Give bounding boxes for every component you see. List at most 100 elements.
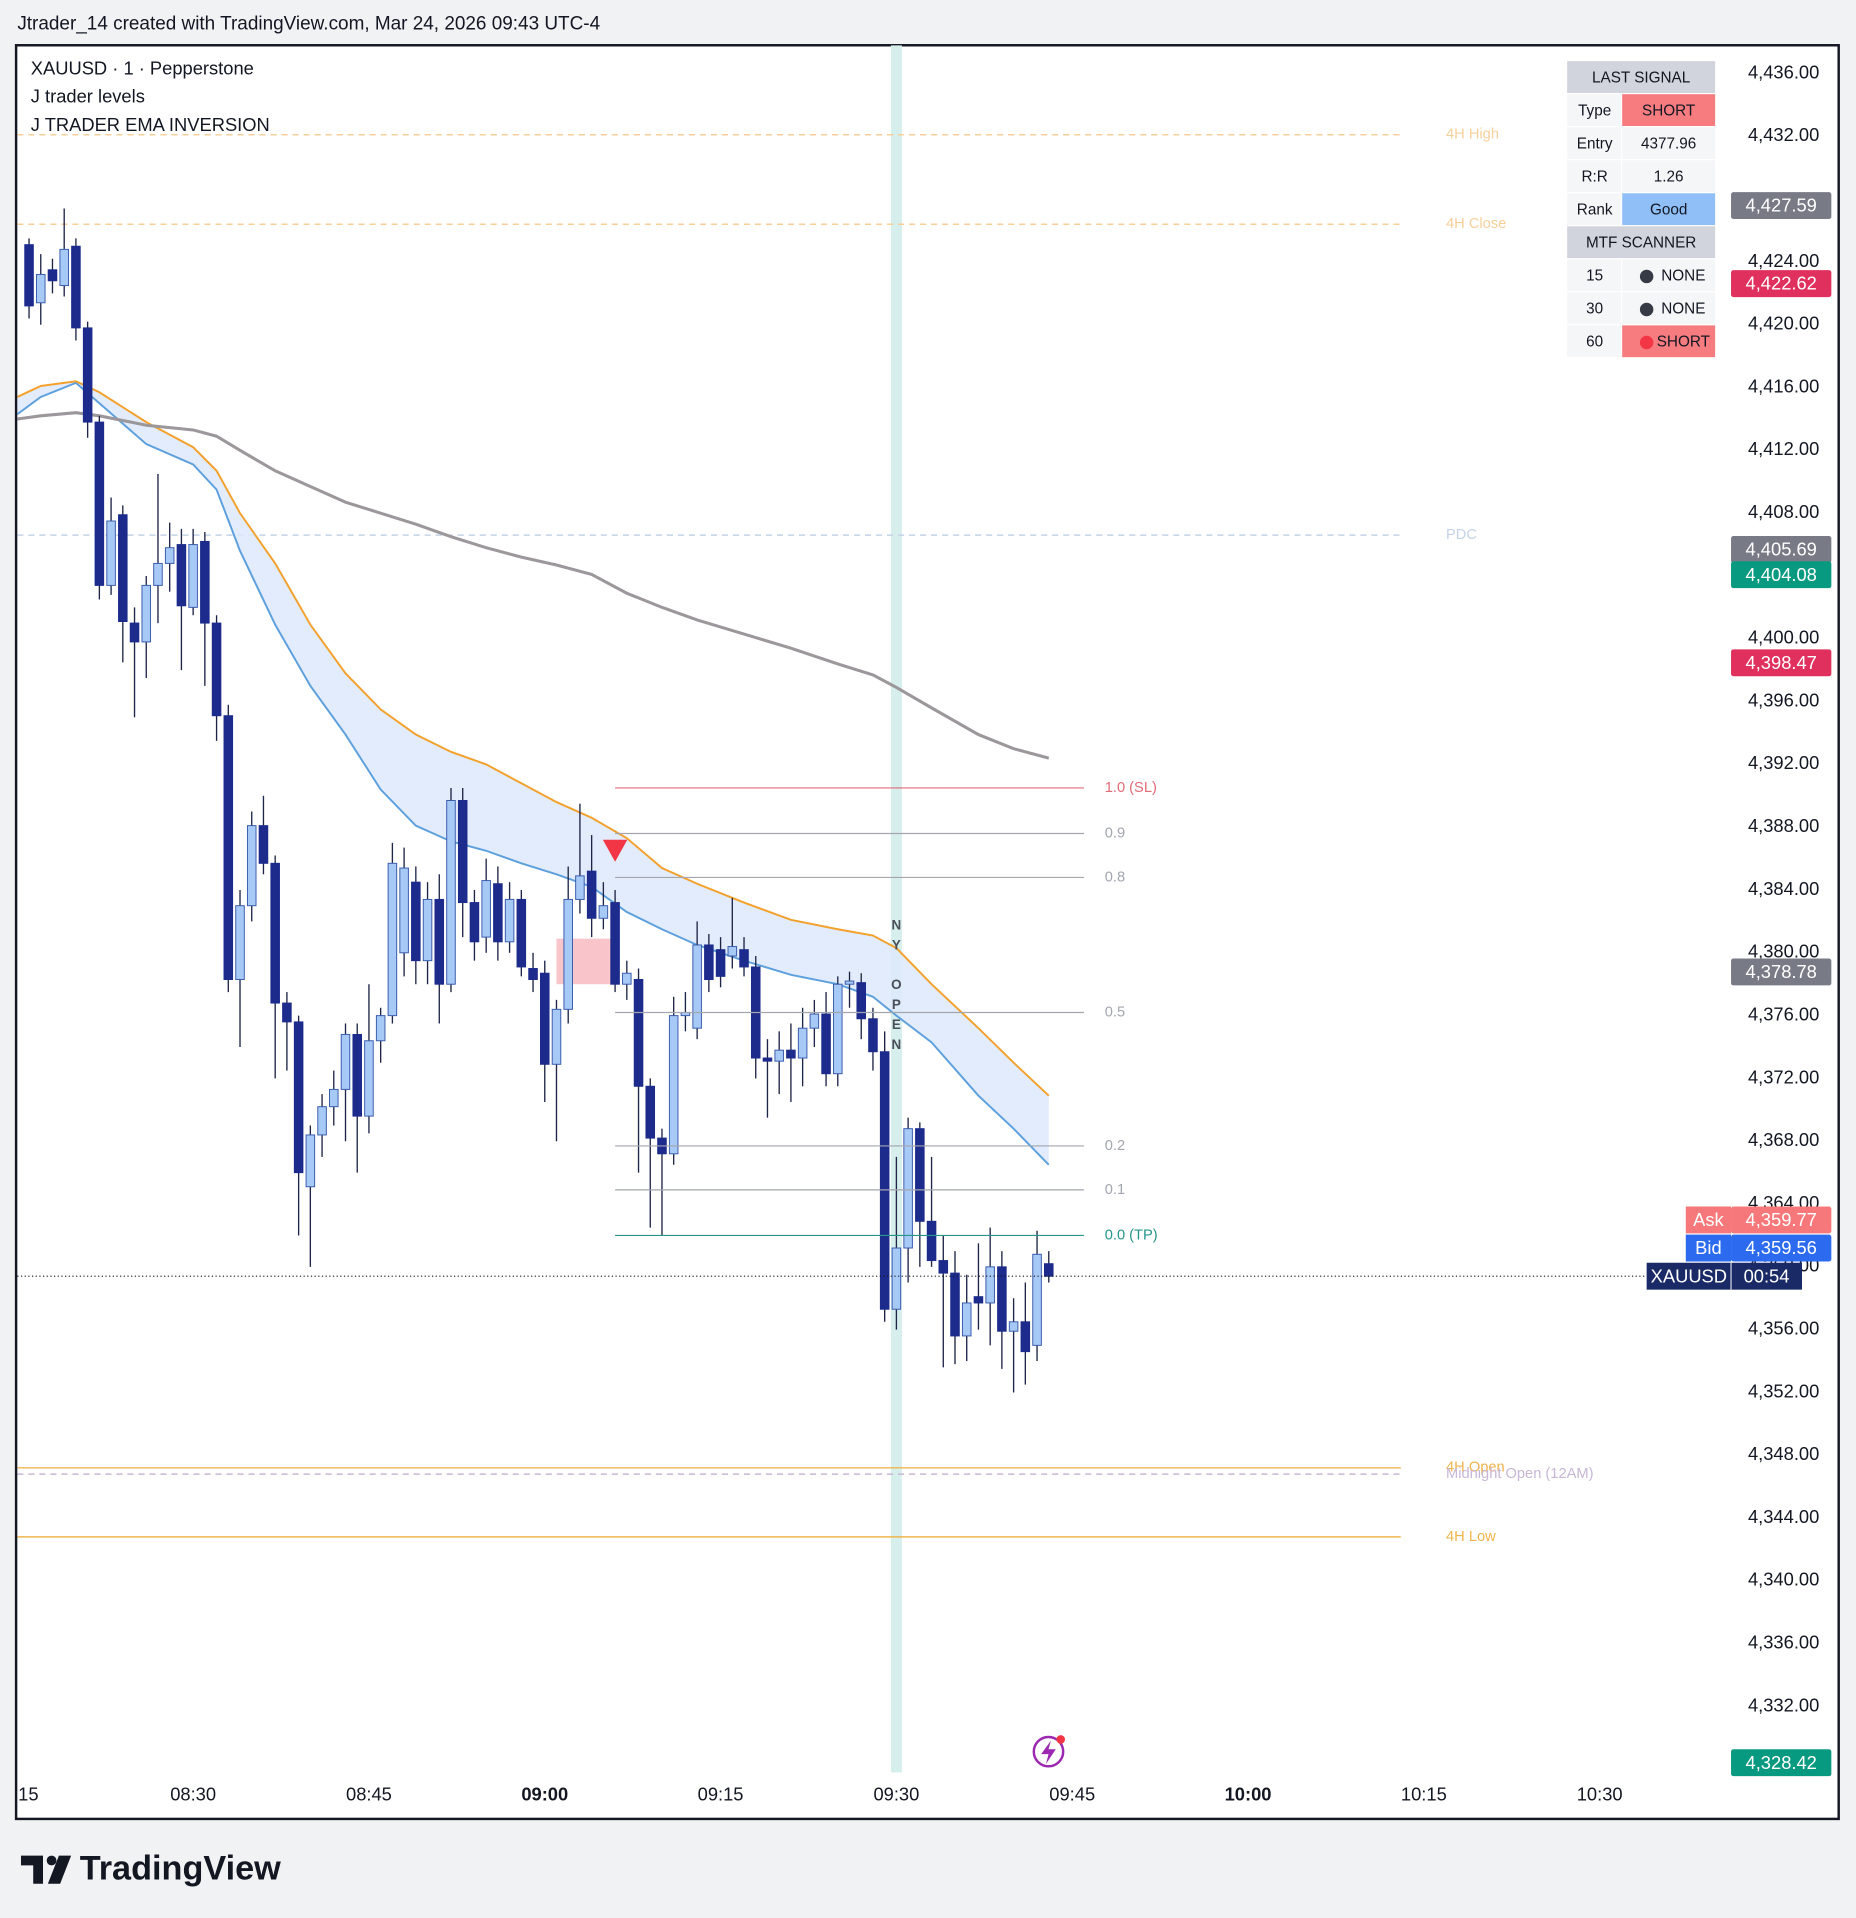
ema-line [17, 381, 1050, 1166]
table-cell [1567, 193, 1621, 226]
table-cell [1567, 61, 1716, 93]
y-tick-label: 4,340.00 [1748, 1569, 1819, 1590]
candle-body [762, 1057, 773, 1062]
candle-body [739, 949, 749, 968]
candle-body [985, 1266, 995, 1304]
countdown-time: 00:54 [1744, 1265, 1790, 1286]
price-label: 4,427.59 [1746, 195, 1817, 216]
y-tick-label: 4,380.00 [1748, 941, 1819, 962]
x-tick-label: 10:15 [1401, 1784, 1447, 1805]
candle-body [446, 800, 456, 985]
x-tick-label: 08:45 [346, 1784, 392, 1805]
legend-title: XAUUSD · 1 · Pepperstone [31, 58, 254, 79]
x-tick-label: 09:45 [1049, 1784, 1095, 1805]
legend-indicator: J TRADER EMA INVERSION [31, 114, 270, 135]
x-tick-label: 09:00 [521, 1784, 568, 1805]
candle-body [610, 902, 620, 985]
level-label: 4H High [1446, 127, 1499, 143]
candle-body [575, 875, 585, 900]
candle-body [493, 883, 503, 943]
candle-body [352, 1033, 362, 1117]
level-label: PDC [1446, 527, 1477, 543]
fib-label: 0.2 [1105, 1138, 1125, 1154]
candle-body [868, 1018, 878, 1053]
table-label: Entry [1577, 135, 1613, 152]
y-tick-label: 4,368.00 [1748, 1129, 1819, 1150]
level-label: 4H Open [1446, 1460, 1505, 1476]
price-label-box [1731, 270, 1832, 298]
table-label: 15 [1586, 267, 1603, 284]
candle-body [141, 584, 152, 643]
tradingview-logo: TradingView [20, 1849, 281, 1887]
fib-label: 0.5 [1105, 1004, 1125, 1020]
fib-label: 0.8 [1105, 869, 1125, 885]
chart-frame [14, 44, 1840, 1821]
y-tick-label: 4,352.00 [1748, 1380, 1819, 1401]
x-tick-label: 09:30 [873, 1784, 919, 1805]
candle-body [715, 949, 726, 977]
signal-marker [602, 839, 628, 862]
candle-body [926, 1220, 937, 1262]
candle-body [282, 1002, 292, 1023]
candle-body [539, 972, 550, 1065]
level-label: 4H Close [1446, 216, 1506, 232]
countdown-symbol: XAUUSD [1651, 1265, 1727, 1286]
table-cell [1567, 160, 1621, 193]
candle-body [903, 1128, 913, 1249]
table-cell [1622, 259, 1716, 292]
level-label: 4H Low [1446, 1529, 1496, 1545]
candle-body [915, 1128, 925, 1222]
table-value: 4377.96 [1641, 135, 1696, 152]
candle-body [422, 898, 433, 962]
plot-content [17, 45, 1401, 1773]
x-tick-label: 15 [18, 1784, 38, 1805]
table-cell [1567, 259, 1621, 292]
fib-label: 1.0 (SL) [1105, 780, 1157, 796]
table-value: NONE [1661, 267, 1705, 284]
y-tick-label: 4,436.00 [1748, 61, 1819, 82]
y-tick-label: 4,432.00 [1748, 124, 1819, 145]
candle-body [329, 1088, 339, 1108]
price-label: 4,405.69 [1746, 539, 1817, 560]
y-tick-label: 4,332.00 [1748, 1694, 1819, 1715]
x-tick-label: 09:15 [698, 1784, 744, 1805]
candle-body [504, 898, 515, 943]
table-cell [1622, 127, 1716, 160]
candle-body [270, 862, 280, 1004]
price-label-box [1731, 1234, 1832, 1262]
table-label: Rank [1577, 201, 1613, 218]
candle-body [164, 547, 175, 564]
table-value: 1.26 [1654, 168, 1684, 185]
session-band [890, 45, 902, 1773]
candle-body [71, 245, 81, 329]
candle-body [481, 880, 491, 938]
table-cell [1622, 193, 1716, 226]
candle-body [129, 622, 140, 643]
table-header: LAST SIGNAL [1592, 69, 1690, 86]
y-tick-label: 4,408.00 [1748, 501, 1819, 522]
y-tick-label: 4,388.00 [1748, 815, 1819, 836]
brand: TradingView [80, 1849, 281, 1887]
table-value: SHORT [1657, 334, 1710, 351]
candle-body [434, 898, 445, 985]
price-label: 4,398.47 [1746, 652, 1817, 673]
y-tick-label: 4,356.00 [1748, 1317, 1819, 1338]
price-label: 4,359.56 [1746, 1237, 1817, 1258]
price-label: 4,328.42 [1746, 1752, 1817, 1773]
price-label: 4,378.78 [1746, 961, 1817, 982]
y-tick-label: 4,412.00 [1748, 438, 1819, 459]
y-tick-label: 4,376.00 [1748, 1003, 1819, 1024]
candle-body [305, 1134, 316, 1188]
candle-body [973, 1296, 984, 1304]
y-tick-label: 4,416.00 [1748, 375, 1819, 396]
candle-body [1032, 1253, 1042, 1346]
candle-body [375, 1015, 386, 1042]
candle-body [188, 544, 198, 608]
y-tick-label: 4,400.00 [1748, 627, 1819, 648]
y-tick-label: 4,348.00 [1748, 1443, 1819, 1464]
candle-body [961, 1302, 972, 1337]
candle-body [516, 898, 527, 968]
